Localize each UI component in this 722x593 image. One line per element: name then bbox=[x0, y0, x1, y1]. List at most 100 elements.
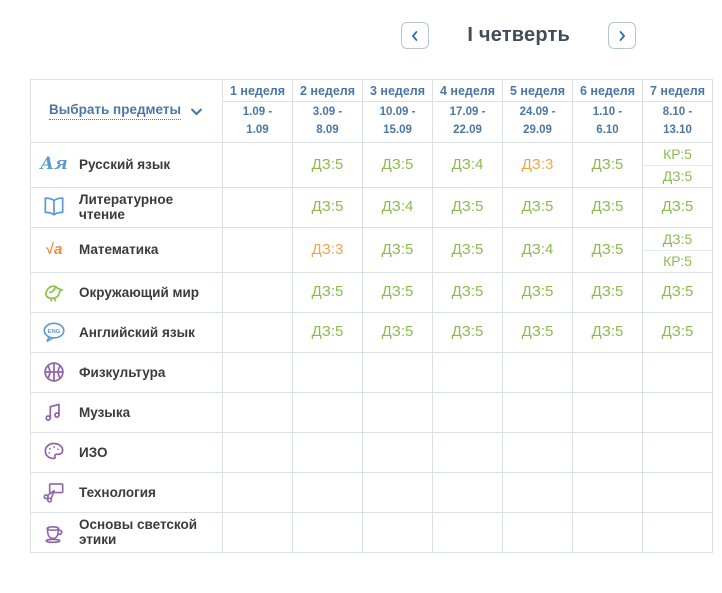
grade[interactable]: ДЗ:5 bbox=[451, 240, 484, 258]
subject-cell: ENG Английский язык bbox=[30, 311, 223, 353]
grade-cell: ДЗ:5 bbox=[432, 311, 503, 353]
grade[interactable]: ДЗ:5 bbox=[521, 198, 554, 216]
grade[interactable]: ДЗ:5 bbox=[661, 323, 694, 341]
grade-cell bbox=[362, 511, 433, 553]
grade-subcell: КР:5 bbox=[643, 249, 712, 272]
grade-cell: ДЗ:4 bbox=[432, 141, 503, 188]
grade[interactable]: КР:5 bbox=[663, 253, 692, 270]
grade-cell bbox=[222, 271, 293, 313]
svg-text:ENG: ENG bbox=[48, 329, 61, 335]
week-dates: 10.09 - 15.09 bbox=[362, 101, 433, 143]
grade[interactable]: ДЗ:5 bbox=[661, 283, 694, 301]
sqrt-icon: √a bbox=[45, 241, 63, 259]
grade[interactable]: ДЗ:5 bbox=[591, 240, 624, 258]
grade-cell bbox=[362, 431, 433, 473]
subject-name: ИЗО bbox=[79, 444, 108, 460]
grade-cell bbox=[222, 141, 293, 188]
grade[interactable]: ДЗ:5 bbox=[311, 155, 344, 173]
grade-cell bbox=[292, 431, 363, 473]
grade[interactable]: ДЗ:5 bbox=[662, 230, 693, 247]
grade-cell: ДЗ:5 bbox=[432, 271, 503, 313]
subject-filter-cell: Выбрать предметы bbox=[30, 79, 223, 143]
subject-cell: Основы светской этики bbox=[30, 511, 223, 553]
grade[interactable]: ДЗ:5 bbox=[381, 155, 414, 173]
grade-cell: ДЗ:5 bbox=[572, 226, 643, 273]
week-dates: 17.09 - 22.09 bbox=[432, 101, 503, 143]
grade-cell bbox=[502, 351, 573, 393]
grade[interactable]: ДЗ:5 bbox=[381, 323, 414, 341]
grade[interactable]: ДЗ:5 bbox=[311, 283, 344, 301]
grade[interactable]: ДЗ:5 bbox=[662, 168, 693, 185]
grade[interactable]: ДЗ:5 bbox=[451, 283, 484, 301]
grade[interactable]: ДЗ:5 bbox=[381, 240, 414, 258]
grade[interactable]: КР:5 bbox=[663, 145, 692, 162]
week-header: 1 неделя bbox=[222, 79, 293, 102]
select-subjects-link[interactable]: Выбрать предметы bbox=[49, 102, 204, 121]
grade[interactable]: ДЗ:5 bbox=[311, 323, 344, 341]
grade-cell bbox=[222, 351, 293, 393]
subject-name: Окружающий мир bbox=[79, 284, 200, 300]
grade[interactable]: ДЗ:5 bbox=[521, 283, 554, 301]
grade-cell bbox=[432, 471, 503, 513]
subject-row: ENG Английский язык ДЗ:5 ДЗ:5 ДЗ:5 ДЗ:5 ДЗ:5 ДЗ… bbox=[30, 311, 713, 353]
subject-cell: Физкультура bbox=[30, 351, 223, 393]
grade-cell bbox=[222, 511, 293, 553]
subject-row: Литературное чтение ДЗ:5 ДЗ:4 ДЗ:5 ДЗ:5 ДЗ:5 Д… bbox=[30, 186, 713, 228]
grade-subcell: ДЗ:5 bbox=[643, 164, 712, 187]
grade-cell bbox=[572, 391, 643, 433]
grade-cell: ДЗ:5 КР:5 bbox=[642, 226, 713, 273]
grade[interactable]: ДЗ:5 bbox=[591, 323, 624, 341]
subject-cell: Литературное чтение bbox=[30, 186, 223, 228]
grade[interactable]: ДЗ:3 bbox=[521, 155, 554, 173]
grade-cell: ДЗ:3 bbox=[502, 141, 573, 188]
grade-cell bbox=[362, 351, 433, 393]
grade-cell bbox=[362, 391, 433, 433]
grade-cell bbox=[292, 471, 363, 513]
week-header: 5 неделя bbox=[502, 79, 573, 102]
subject-row: Основы светской этики bbox=[30, 511, 713, 553]
chevron-left-icon bbox=[408, 29, 422, 43]
grade-cell: ДЗ:5 bbox=[432, 226, 503, 273]
grade-cell bbox=[642, 431, 713, 473]
subject-name: Литературное чтение bbox=[79, 192, 174, 223]
grade-cell: ДЗ:5 bbox=[642, 186, 713, 228]
teacup-icon bbox=[39, 519, 69, 545]
prev-quarter-button[interactable] bbox=[401, 22, 430, 49]
grade-cell: ДЗ:5 bbox=[362, 271, 433, 313]
grade-cell: ДЗ:5 bbox=[362, 226, 433, 273]
subject-name: Физкультура bbox=[79, 364, 166, 380]
grade[interactable]: ДЗ:5 bbox=[591, 198, 624, 216]
grade-cell bbox=[292, 351, 363, 393]
grade[interactable]: ДЗ:4 bbox=[381, 198, 414, 216]
grade[interactable]: ДЗ:5 bbox=[661, 198, 694, 216]
grade[interactable]: ДЗ:4 bbox=[521, 240, 554, 258]
grade-cell bbox=[222, 226, 293, 273]
grade[interactable]: ДЗ:4 bbox=[451, 155, 484, 173]
grade[interactable]: ДЗ:5 bbox=[591, 283, 624, 301]
grade-cell bbox=[642, 511, 713, 553]
grade-cell: ДЗ:5 bbox=[292, 141, 363, 188]
subject-row: Окружающий мир ДЗ:5 ДЗ:5 ДЗ:5 ДЗ:5 ДЗ:5 ДЗ:5 bbox=[30, 271, 713, 313]
next-quarter-button[interactable] bbox=[608, 22, 636, 49]
grade-cell: ДЗ:5 bbox=[502, 271, 573, 313]
grade[interactable]: ДЗ:5 bbox=[311, 198, 344, 216]
grade[interactable]: ДЗ:5 bbox=[591, 155, 624, 173]
grade[interactable]: ДЗ:5 bbox=[451, 198, 484, 216]
grade[interactable]: ДЗ:5 bbox=[451, 323, 484, 341]
grade-cell bbox=[432, 431, 503, 473]
grade-cell: ДЗ:5 bbox=[292, 271, 363, 313]
grade-cell bbox=[642, 471, 713, 513]
grade[interactable]: ДЗ:5 bbox=[381, 283, 414, 301]
grade[interactable]: ДЗ:5 bbox=[521, 323, 554, 341]
week-dates: 3.09 - 8.09 bbox=[292, 101, 363, 143]
grade-cell: ДЗ:5 bbox=[292, 311, 363, 353]
grade-cell bbox=[502, 391, 573, 433]
week-labels-row: Выбрать предметы 1 неделя 2 неделя 3 недел… bbox=[30, 79, 713, 143]
grade[interactable]: ДЗ:3 bbox=[311, 240, 344, 258]
quarter-title: I четверть bbox=[467, 24, 570, 46]
russian-language-icon: Ая bbox=[40, 154, 68, 175]
grade-cell: ДЗ:5 bbox=[642, 311, 713, 353]
grade-cell bbox=[572, 351, 643, 393]
subject-name: Технология bbox=[79, 484, 156, 500]
grade-cell: ДЗ:4 bbox=[362, 186, 433, 228]
